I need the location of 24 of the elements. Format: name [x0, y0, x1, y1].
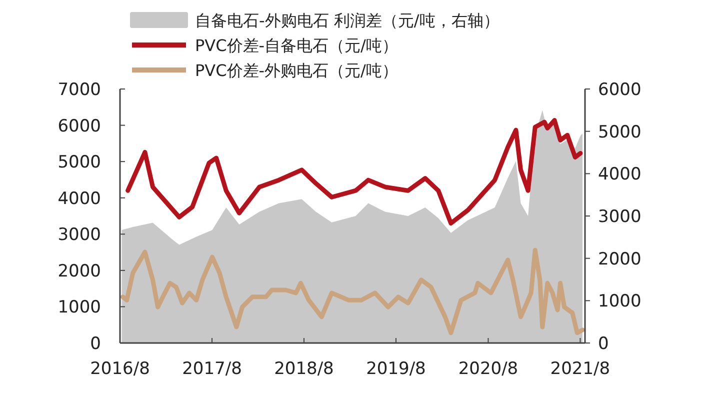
x-tick-label: 2021/8: [550, 359, 610, 379]
y2-tick-label: 0: [598, 334, 609, 354]
legend-label: PVC价差-自备电石（元/吨）: [195, 36, 398, 55]
x-tick-label: 2019/8: [366, 359, 426, 379]
x-tick-label: 2016/8: [90, 359, 150, 379]
legend-label: PVC价差-外购电石（元/吨）: [195, 61, 398, 80]
y2-tick-label: 5000: [598, 122, 642, 142]
y2-tick-label: 3000: [598, 207, 642, 227]
x-tick-label: 2020/8: [458, 359, 518, 379]
y2-tick-label: 2000: [598, 249, 642, 270]
y2-tick-label: 4000: [598, 164, 642, 185]
x-tick-label: 2017/8: [182, 359, 242, 379]
y2-tick-label: 1000: [598, 292, 642, 312]
y-tick-label: 0: [90, 334, 101, 354]
y-tick-label: 5000: [58, 152, 101, 173]
y-tick-label: 2000: [58, 261, 101, 282]
y-tick-label: 6000: [58, 116, 101, 136]
y-tick-label: 7000: [58, 80, 101, 100]
y-tick-label: 3000: [58, 225, 101, 246]
y-tick-label: 4000: [58, 188, 101, 209]
legend-label: 自备电石-外购电石 利润差（元/吨，右轴）: [195, 11, 500, 30]
y2-tick-label: 6000: [598, 80, 642, 100]
x-tick-label: 2018/8: [274, 359, 334, 379]
y-tick-label: 1000: [58, 298, 101, 318]
